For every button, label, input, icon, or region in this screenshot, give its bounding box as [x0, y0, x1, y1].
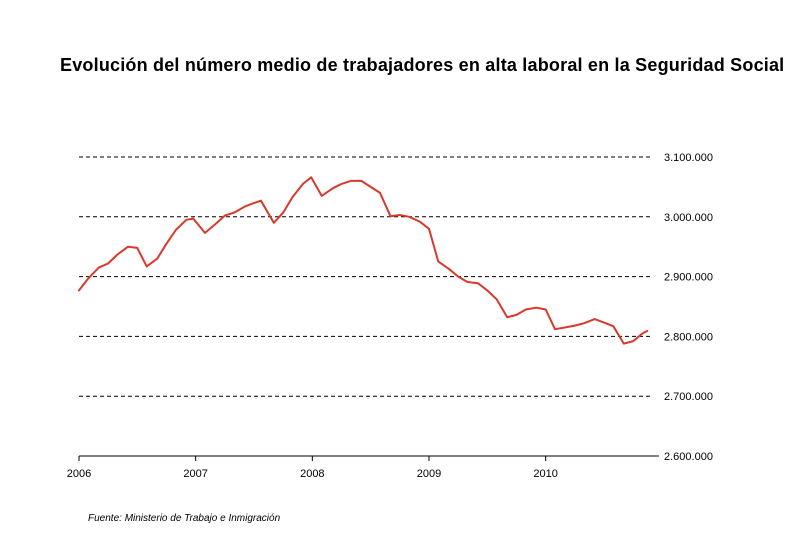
y-tick-label: 3.000.000	[664, 212, 713, 224]
y-tick-label: 3.100.000	[664, 152, 713, 164]
chart-title: Evolución del número medio de trabajador…	[60, 55, 785, 75]
y-tick-labels: 3.100.000 3.000.000 2.900.000 2.800.000 2.70…	[664, 152, 713, 463]
x-tick-label: 2006	[67, 468, 91, 480]
y-tick-label: 2.700.000	[664, 391, 713, 403]
y-tick-label: 2.600.000	[664, 451, 713, 463]
x-tick-labels: 2006 2007 2008 2009 2010	[67, 468, 558, 480]
y-tick-label: 2.800.000	[664, 331, 713, 343]
y-tick-label: 2.900.000	[664, 272, 713, 284]
x-tick-label: 2007	[183, 468, 207, 480]
x-tick-label: 2009	[417, 468, 441, 480]
source-note: Fuente: Ministerio de Trabajo e Inmigrac…	[88, 513, 281, 524]
series-group	[78, 176, 649, 345]
series-line	[78, 176, 649, 345]
x-tick-label: 2008	[300, 468, 324, 480]
axes	[78, 455, 659, 461]
x-tick-label: 2010	[533, 468, 557, 480]
gridlines	[79, 156, 653, 397]
